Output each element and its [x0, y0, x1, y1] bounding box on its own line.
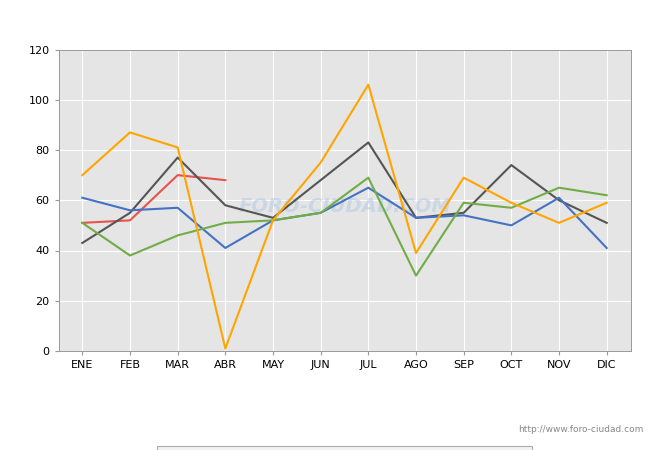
Legend: 2024, 2023, 2022, 2021, 2020: 2024, 2023, 2022, 2021, 2020 [157, 446, 532, 450]
Text: Matriculaciones de Vehiculos en Ripollet: Matriculaciones de Vehiculos en Ripollet [163, 13, 487, 28]
Text: http://www.foro-ciudad.com: http://www.foro-ciudad.com [518, 425, 644, 434]
Text: FORO-CIUDAD.COM: FORO-CIUDAD.COM [238, 197, 451, 216]
